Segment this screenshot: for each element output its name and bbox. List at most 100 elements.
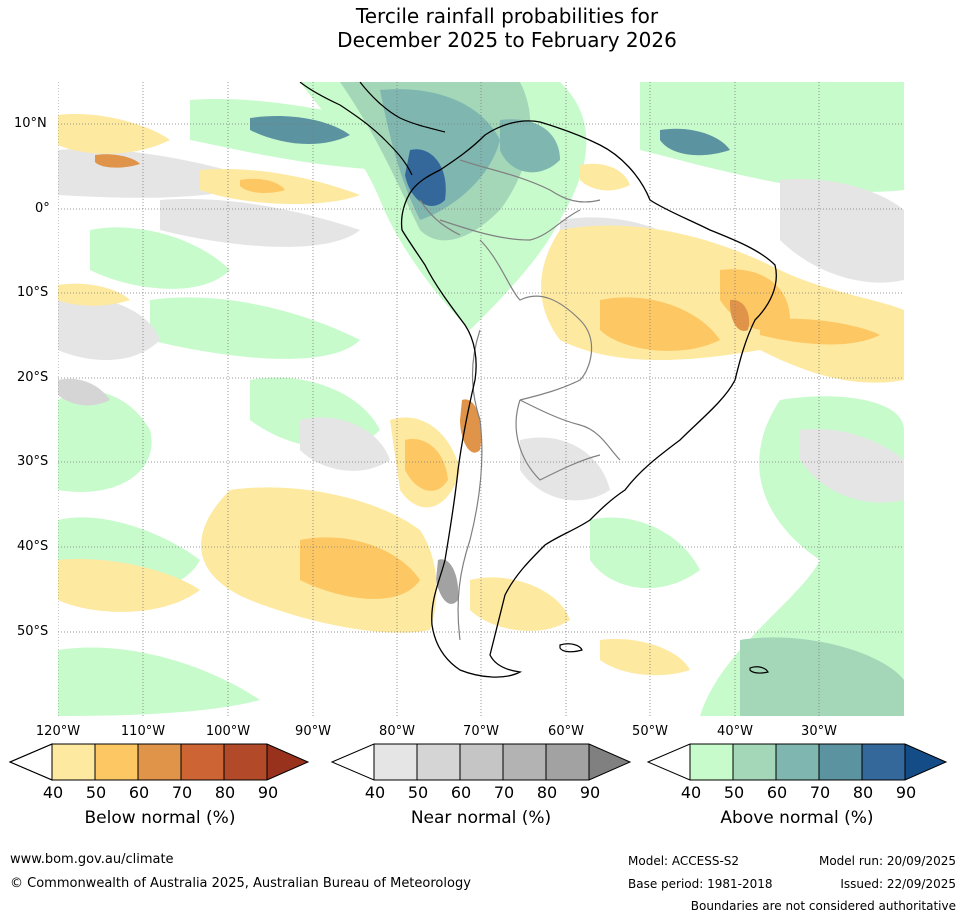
- colorbar-outline: [8, 743, 310, 781]
- base-period-text: Base period: 1981-2018: [628, 877, 773, 891]
- below-patch: [300, 537, 420, 599]
- colorbar-under-triangle: [648, 744, 690, 780]
- gridlines: [58, 82, 904, 716]
- colorbar-swatch: [733, 744, 776, 780]
- map-field: [58, 82, 904, 716]
- colorbar-swatch: [460, 744, 503, 780]
- near-patch: [160, 199, 360, 247]
- south-georgia: [749, 666, 769, 674]
- lon-label-110w: 110°W: [120, 724, 166, 739]
- above-patch: [58, 391, 152, 492]
- cbar-near-tick: 60: [450, 783, 472, 802]
- cbar-below-tick: 40: [42, 783, 64, 802]
- lon-label-120w: 120°W: [35, 724, 81, 739]
- colorbar-swatch: [224, 744, 267, 780]
- above-normal-shading: [58, 82, 904, 716]
- border-line: [439, 209, 581, 241]
- colorbar-swatch: [52, 744, 95, 780]
- below-patch: [760, 318, 880, 345]
- below-patch: [580, 163, 630, 191]
- model-text: Model: ACCESS-S2: [628, 854, 740, 868]
- lon-label-40w: 40°W: [717, 724, 753, 739]
- title-line-2: December 2025 to February 2026: [337, 28, 677, 52]
- country-borders: [419, 159, 621, 641]
- cbar-near-tick: 50: [407, 783, 429, 802]
- lat-label-40s: 40°S: [17, 539, 49, 554]
- colorbar-swatch: [138, 744, 181, 780]
- lat-label-20s: 20°S: [17, 370, 49, 385]
- cbar-near-tick: 70: [493, 783, 515, 802]
- south-america-coastline: [400, 120, 777, 678]
- colorbar-near-normal: [330, 743, 632, 781]
- cbar-above-tick: 90: [895, 783, 917, 802]
- colorbar-swatch: [862, 744, 905, 780]
- below-patch: [58, 283, 130, 306]
- near-patch: [300, 417, 390, 471]
- colorbar-swatch: [503, 744, 546, 780]
- colorbar-outline: [646, 743, 948, 781]
- colorbar-swatch: [776, 744, 819, 780]
- disclaimer-text: Boundaries are not considered authoritat…: [690, 899, 956, 913]
- above-patch: [58, 647, 260, 716]
- colorbar-swatch: [546, 744, 589, 780]
- above-patch: [150, 297, 360, 359]
- cbar-above-tick: 50: [723, 783, 745, 802]
- cbar-near-tick: 40: [364, 783, 386, 802]
- rainfall-map: [58, 82, 904, 716]
- border-line: [515, 399, 601, 481]
- border-line: [479, 239, 593, 401]
- colorbar-outline: [330, 743, 632, 781]
- near-patch: [58, 378, 110, 406]
- cbar-above-tick: 60: [766, 783, 788, 802]
- colorbar-over-triangle: [589, 744, 630, 780]
- below-patch: [600, 639, 690, 676]
- cbar-below-tick: 90: [257, 783, 279, 802]
- cbar-below-tick: 80: [214, 783, 236, 802]
- border-line: [419, 199, 461, 236]
- border-line: [519, 399, 621, 461]
- lon-label-80w: 80°W: [379, 724, 415, 739]
- lat-label-10s: 10°S: [17, 285, 49, 300]
- below-patch: [240, 178, 285, 193]
- colorbar-above-normal: [646, 743, 948, 781]
- cbar-title-above-normal: Above normal (%): [720, 808, 874, 828]
- chart-title: Tercile rainfall probabilities for Decem…: [0, 4, 965, 52]
- cbar-title-below-normal: Below normal (%): [84, 808, 236, 828]
- below-patch: [600, 297, 720, 351]
- lon-label-70w: 70°W: [463, 724, 499, 739]
- below-patch: [95, 154, 140, 168]
- above-patch: [500, 119, 560, 173]
- near-patch: [58, 297, 160, 360]
- lat-label-50s: 50°S: [17, 624, 49, 639]
- cbar-title-near-normal: Near normal (%): [410, 808, 552, 828]
- colorbar-swatch: [181, 744, 224, 780]
- lon-label-90w: 90°W: [295, 724, 331, 739]
- below-patch: [58, 559, 200, 612]
- near-patch: [800, 429, 904, 503]
- website-link[interactable]: www.bom.gov.au/climate: [10, 852, 174, 867]
- colorbar-swatch: [374, 744, 417, 780]
- title-line-1: Tercile rainfall probabilities for: [355, 4, 659, 28]
- above-patch: [640, 82, 904, 192]
- below-patch: [405, 439, 448, 491]
- above-patch: [250, 115, 350, 145]
- cbar-near-tick: 90: [579, 783, 601, 802]
- caribbean-coastline: [359, 82, 446, 133]
- colorbar-swatch: [417, 744, 460, 780]
- lon-label-50w: 50°W: [632, 724, 668, 739]
- lon-label-100w: 100°W: [205, 724, 251, 739]
- model-run-text: Model run: 20/09/2025: [818, 854, 956, 868]
- colorbar-swatch: [690, 744, 733, 780]
- near-patch: [520, 437, 610, 501]
- colorbar-under-triangle: [8, 743, 53, 781]
- cbar-below-tick: 70: [171, 783, 193, 802]
- cbar-above-tick: 70: [809, 783, 831, 802]
- cbar-near-tick: 80: [536, 783, 558, 802]
- cbar-above-tick: 80: [852, 783, 874, 802]
- border-line: [459, 159, 601, 203]
- below-normal-shading: [58, 114, 904, 676]
- colorbar-under-triangle: [332, 744, 374, 780]
- colorbar-over-triangle: [905, 744, 946, 780]
- lat-label-0: 0°: [35, 201, 50, 216]
- cbar-above-tick: 40: [680, 783, 702, 802]
